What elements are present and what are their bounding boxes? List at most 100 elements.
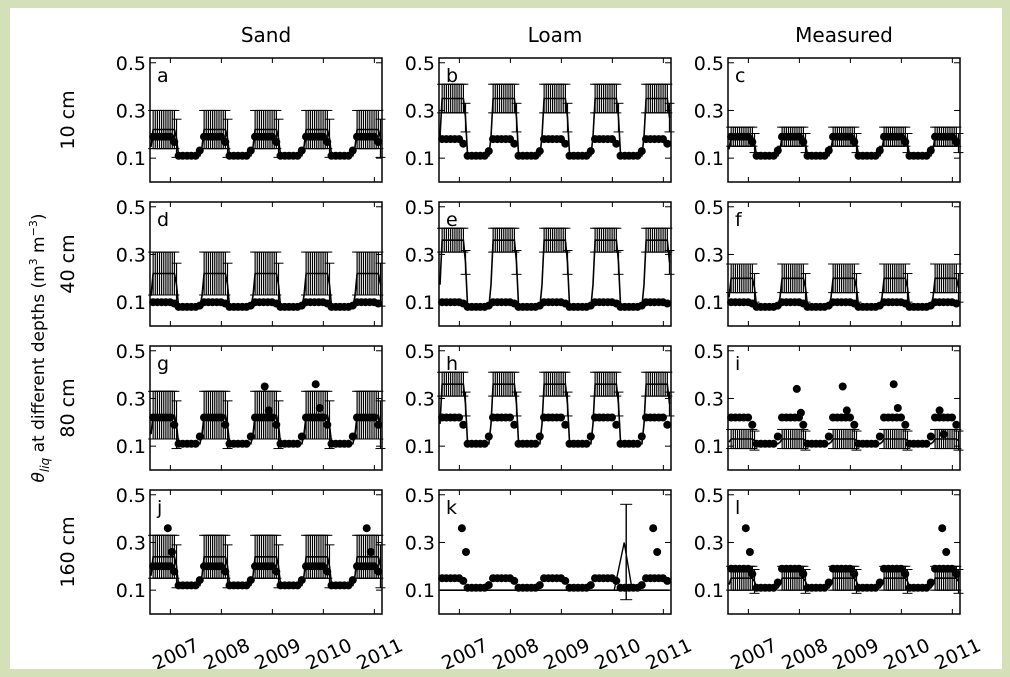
y-tick-label: 0.3 (116, 100, 146, 122)
data-point (217, 413, 225, 422)
data-point (459, 576, 468, 585)
ylabel-exp1: 3 (27, 258, 40, 265)
y-tick-label: 0.3 (405, 244, 435, 266)
data-point (510, 420, 519, 429)
y-tick-label: 0.5 (116, 197, 146, 219)
data-point (653, 548, 662, 556)
data-point (260, 382, 269, 391)
data-point (561, 139, 570, 148)
data-point (167, 548, 176, 556)
y-tick-label: 0.3 (694, 244, 724, 266)
data-point (459, 139, 468, 148)
row-label: 10 cm (57, 90, 79, 149)
y-tick-label: 0.5 (405, 341, 435, 363)
data-point (506, 413, 514, 422)
data-point (820, 439, 829, 448)
data-point (366, 548, 375, 556)
panel-f: 0.1 0.3 0.5 f (694, 197, 964, 327)
data-point (901, 138, 910, 146)
y-tick-label: 0.3 (694, 532, 724, 554)
data-point (795, 132, 803, 141)
data-point (952, 299, 961, 308)
data-point (484, 432, 493, 441)
data-point (637, 581, 646, 590)
y-tick-label: 0.5 (116, 485, 146, 507)
y-axis-title: θliq at different depths (m3 m−3) (27, 214, 52, 483)
data-point (842, 406, 851, 415)
panel-h: 0.1 0.3 0.5 h (405, 341, 675, 471)
y-tick-label: 0.5 (116, 53, 146, 75)
data-point (901, 570, 910, 578)
data-point (323, 420, 332, 429)
panel-letter: b (446, 65, 458, 87)
data-point (246, 432, 255, 441)
data-point (922, 151, 931, 160)
data-point (374, 420, 383, 429)
data-point (612, 139, 621, 148)
data-point (922, 583, 931, 592)
data-point (637, 432, 646, 441)
data-point (268, 413, 276, 422)
data-point (948, 413, 956, 422)
data-point (850, 420, 859, 429)
data-point (348, 576, 357, 585)
column-title: Loam (528, 23, 583, 47)
data-point (824, 578, 833, 587)
data-point (824, 432, 833, 441)
data-point (268, 132, 276, 141)
data-point (820, 583, 829, 592)
data-point (217, 132, 225, 141)
data-point (370, 413, 378, 422)
ylabel-mid: m (29, 236, 49, 258)
data-point (942, 548, 951, 556)
data-point (195, 146, 204, 155)
y-tick-label: 0.1 (116, 148, 146, 170)
panel-letter: h (446, 353, 458, 375)
panel-letter: d (157, 209, 169, 231)
data-point (510, 139, 519, 148)
x-tick-label: 2008 (778, 634, 831, 669)
data-point (242, 151, 251, 160)
row-label: 80 cm (57, 378, 79, 437)
y-tick-label: 0.3 (116, 532, 146, 554)
data-point (246, 576, 255, 585)
panel-b: 0.1 0.3 0.5 b (405, 53, 675, 183)
panel-letter: e (446, 209, 458, 231)
data-point (311, 380, 320, 389)
x-tick-label: 2007 (727, 634, 780, 669)
y-tick-label: 0.5 (116, 341, 146, 363)
data-point (799, 138, 808, 146)
data-point (217, 562, 225, 571)
panel-letter: a (157, 65, 169, 87)
y-tick-label: 0.1 (405, 580, 435, 602)
data-point (297, 576, 306, 585)
x-tick-label: 2011 (931, 634, 984, 669)
data-point (268, 562, 276, 571)
panel-letter: k (446, 497, 457, 519)
data-point (952, 420, 961, 429)
y-tick-label: 0.1 (405, 292, 435, 314)
data-point (846, 564, 854, 573)
data-point (323, 567, 332, 576)
ylabel-exp2: −3 (27, 220, 40, 236)
row-label: 160 cm (57, 516, 79, 587)
data-point (374, 299, 383, 308)
data-point (344, 439, 353, 448)
data-point (952, 570, 961, 578)
panel-frame (727, 57, 961, 183)
data-point (264, 406, 273, 415)
data-point (769, 439, 778, 448)
data-point (374, 567, 383, 576)
data-point (242, 439, 251, 448)
x-tick-label: 2009 (251, 634, 304, 669)
x-tick-label: 2010 (302, 634, 355, 669)
row-label: 40 cm (57, 234, 79, 293)
data-point (748, 570, 757, 578)
panel-frame (727, 489, 961, 615)
data-point (221, 567, 230, 576)
data-point (462, 548, 470, 556)
data-point (875, 146, 884, 155)
